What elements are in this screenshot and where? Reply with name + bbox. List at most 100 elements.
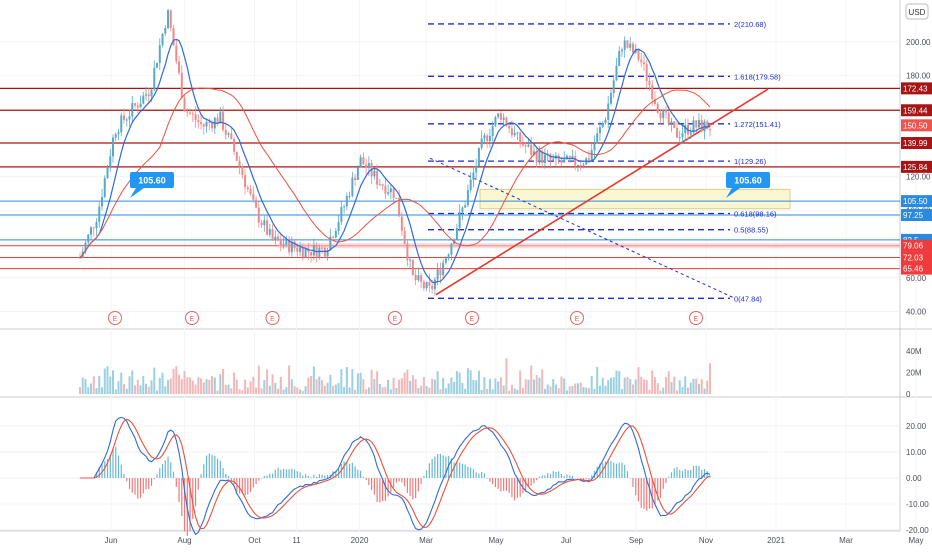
macd-histogram-bar — [271, 473, 274, 478]
macd-histogram-bar — [382, 478, 384, 502]
candle-body — [329, 236, 332, 251]
candle-body — [318, 247, 321, 258]
price-tag[interactable] — [901, 262, 932, 275]
volume-bar — [475, 380, 478, 394]
price-tag[interactable] — [901, 160, 932, 173]
volume-bar — [329, 374, 332, 394]
earnings-marker[interactable] — [108, 311, 122, 325]
candle-body — [95, 222, 98, 229]
macd-histogram-bar — [349, 463, 351, 478]
macd-tick-label: -20.00 — [906, 526, 929, 535]
candle-body — [516, 132, 519, 134]
volume-bar — [491, 389, 494, 394]
earnings-marker[interactable] — [388, 311, 402, 325]
earnings-marker[interactable] — [689, 311, 703, 325]
volume-bar — [114, 389, 117, 394]
candle-body — [326, 250, 329, 257]
candle-body — [469, 179, 472, 191]
volume-bar — [455, 371, 458, 394]
volume-tick-label: 0 — [906, 390, 911, 399]
volume-bar — [519, 370, 522, 394]
candle-body — [458, 212, 461, 228]
volume-bar — [670, 382, 673, 394]
candle-body — [455, 227, 458, 240]
price-tag[interactable] — [901, 104, 932, 117]
candle-body — [244, 175, 247, 188]
price-tick-label: 120.00 — [906, 173, 931, 182]
price-tag-label: 139.99 — [903, 139, 928, 148]
candle-body — [109, 156, 112, 168]
candle-body — [618, 51, 621, 66]
price-tag[interactable] — [901, 251, 932, 264]
candle-body — [709, 129, 711, 131]
macd-histogram-bar — [164, 460, 166, 478]
macd-histogram-bar — [483, 473, 486, 478]
time-tick-label: 11 — [292, 536, 301, 545]
callout-label: 105.60 — [734, 176, 762, 186]
volume-bar — [208, 379, 211, 394]
price-tag[interactable] — [901, 119, 932, 132]
price-tag[interactable] — [901, 209, 932, 222]
earnings-marker[interactable] — [185, 311, 199, 325]
volume-bar — [414, 379, 417, 394]
macd-histogram-bar — [321, 474, 323, 478]
earnings-marker[interactable] — [265, 311, 280, 325]
candle-body — [640, 59, 643, 63]
macd-histogram-bar — [315, 476, 318, 478]
callout-label: 105.60 — [138, 176, 166, 186]
candle-body — [420, 275, 423, 282]
earnings-marker[interactable] — [465, 311, 479, 325]
candle-body — [321, 247, 324, 249]
volume-bar — [527, 379, 530, 394]
volume-bar — [629, 379, 632, 394]
currency-badge[interactable]: USD — [905, 3, 929, 20]
macd-histogram-bar — [95, 472, 98, 478]
macd-histogram-bar — [470, 467, 472, 478]
volume-bar — [420, 385, 423, 394]
price-tag-label: 79.06 — [903, 242, 924, 251]
price-tag[interactable] — [901, 137, 932, 150]
macd-histogram-bar — [233, 478, 235, 485]
fib-level-label: 1(129.26) — [734, 157, 767, 166]
candle-body — [145, 94, 148, 96]
candle-body — [252, 194, 255, 200]
macd-histogram-bar — [461, 463, 464, 478]
macd-histogram-bar — [170, 462, 172, 478]
volume-bar — [510, 384, 513, 394]
candle-body — [98, 206, 101, 223]
earnings-marker[interactable] — [570, 311, 584, 325]
volume-bar — [255, 387, 258, 394]
candle-body — [381, 184, 384, 186]
macd-histogram-bar — [569, 475, 571, 478]
candle-body — [114, 134, 117, 138]
candle-body — [664, 109, 667, 113]
macd-histogram-bar — [549, 474, 552, 478]
candle-body — [651, 84, 654, 100]
price-tag[interactable] — [901, 239, 932, 252]
time-tick-label: Jun — [105, 536, 118, 545]
candle-body — [288, 238, 291, 253]
macd-histogram-bar — [139, 478, 142, 498]
candle-body — [431, 285, 434, 289]
macd-histogram-bar — [258, 478, 260, 481]
macd-histogram-bar — [467, 466, 469, 478]
callout-box[interactable] — [726, 172, 770, 188]
price-pane[interactable] — [0, 0, 900, 328]
volume-bar — [466, 368, 469, 394]
volume-bar — [153, 367, 156, 394]
price-tag[interactable] — [901, 82, 932, 95]
volume-bar — [571, 386, 574, 394]
macd-histogram-bar — [384, 478, 386, 501]
volume-bar — [106, 366, 109, 394]
callout-box[interactable] — [130, 172, 174, 188]
candle-body — [565, 155, 568, 160]
volume-bar — [136, 379, 139, 394]
currency-badge-label: USD — [909, 8, 926, 17]
candle-body — [395, 197, 398, 199]
price-tag[interactable] — [901, 195, 932, 208]
volume-bar — [497, 381, 500, 394]
volume-bar — [139, 385, 142, 394]
volume-pane[interactable] — [0, 330, 900, 396]
moving-averages — [79, 38, 711, 284]
volume-bar — [587, 388, 590, 394]
